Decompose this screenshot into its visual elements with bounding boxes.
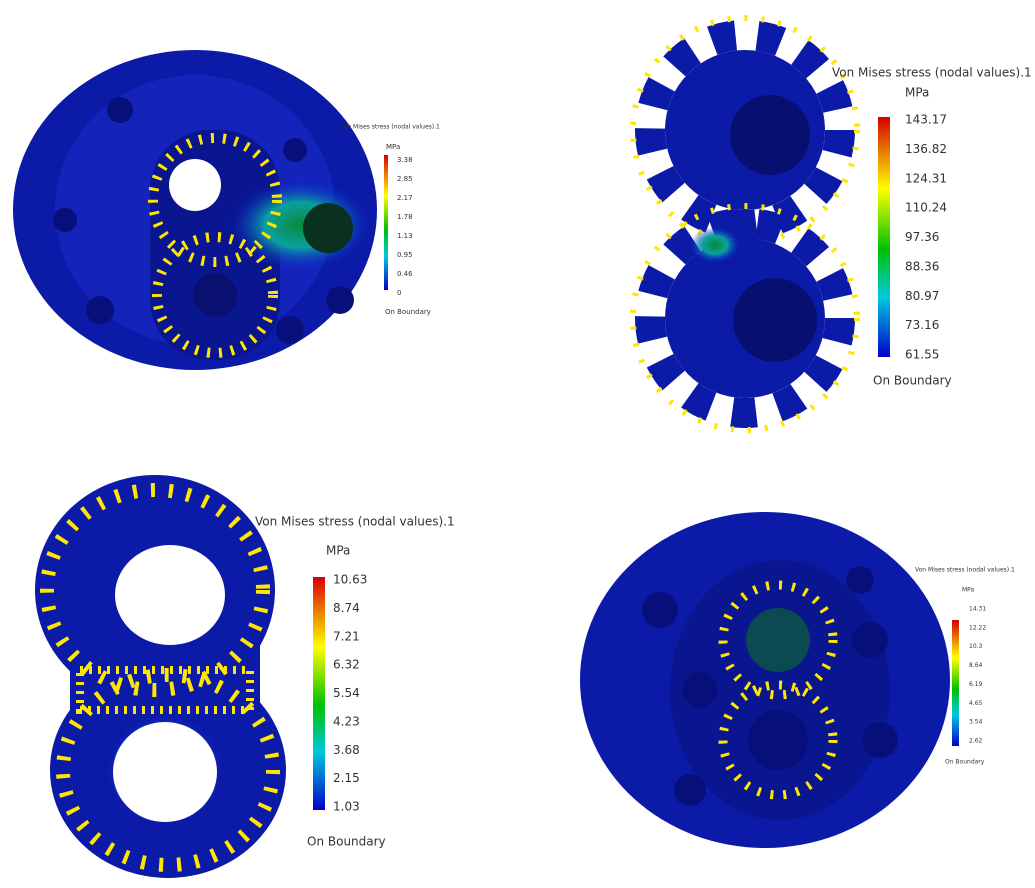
legend-unit: MPa <box>386 143 400 151</box>
legend-value: 7.21 <box>333 629 360 643</box>
legend-footer: On Boundary <box>385 308 431 316</box>
legend-value: 110.24 <box>905 201 947 215</box>
page: Von Mises stress (nodal values).1 MPa 3.38… <box>0 0 1035 888</box>
legend-value: 88.36 <box>905 259 939 273</box>
legend-value: 1.78 <box>397 213 413 221</box>
legend-value: 8.64 <box>969 662 983 669</box>
legend-value: 124.31 <box>905 171 947 185</box>
legend-value: 12.22 <box>969 624 986 631</box>
legend-value: 2.15 <box>333 771 360 785</box>
legend-title: Von Mises stress (nodal values).1 <box>255 515 455 529</box>
legend-value: 1.03 <box>333 800 360 814</box>
legend-value: 3.54 <box>969 719 983 726</box>
legend-value: 2.85 <box>397 175 413 183</box>
legend-footer: On Boundary <box>307 835 386 849</box>
legend-value: 5.54 <box>333 686 360 700</box>
legend-value: 80.97 <box>905 289 939 303</box>
legend-unit: MPa <box>326 544 350 558</box>
legend-value: 97.36 <box>905 230 939 244</box>
legend-value: 73.16 <box>905 318 939 332</box>
legend-value: 1.13 <box>397 232 413 240</box>
legend-value: 0 <box>397 289 401 297</box>
legend-value: 4.23 <box>333 714 360 728</box>
legend: Von Mises stress (nodal values).1 MPa 143.… <box>832 66 1032 388</box>
legend-footer: On Boundary <box>873 374 952 388</box>
legend-value: 61.55 <box>905 348 939 362</box>
legend-value: 2.17 <box>397 194 413 202</box>
color-bar <box>313 577 325 810</box>
legend-title: Von Mises stress (nodal values).1 <box>915 567 1015 574</box>
legend-value: 0.46 <box>397 270 413 278</box>
model-housing <box>13 50 377 370</box>
legend-value: 4.65 <box>969 700 983 707</box>
legend-unit: MPa <box>962 587 975 594</box>
figure: Von Mises stress (nodal values).1 MPa 3.38… <box>0 0 1035 888</box>
legend-value: 6.19 <box>969 681 983 688</box>
legend-title: Von Mises stress (nodal values).1 <box>832 66 1032 80</box>
color-bar <box>384 155 388 290</box>
legend-footer: On Boundary <box>945 759 985 766</box>
legend-value: 8.74 <box>333 601 360 615</box>
model-plate <box>35 475 286 878</box>
legend-value: 3.68 <box>333 743 360 757</box>
legend-value: 10.3 <box>969 643 983 650</box>
legend-value: 2.62 <box>969 738 983 745</box>
legend-value: 10.63 <box>333 573 367 587</box>
model-gears <box>633 18 857 430</box>
legend-unit: MPa <box>905 86 929 100</box>
color-bar <box>952 620 959 746</box>
legend-value: 3.38 <box>397 156 413 164</box>
legend-value: 6.32 <box>333 658 360 672</box>
legend-value: 0.95 <box>397 251 413 259</box>
legend-value: 143.17 <box>905 113 947 127</box>
color-bar <box>878 117 890 357</box>
legend-value: 136.82 <box>905 142 947 156</box>
legend: Von Mises stress (nodal values).1 MPa 10.6… <box>255 515 455 849</box>
legend-title: Von Mises stress (nodal values).1 <box>340 124 440 131</box>
legend-value: 14.31 <box>969 606 986 613</box>
model-housing-2 <box>580 512 950 848</box>
